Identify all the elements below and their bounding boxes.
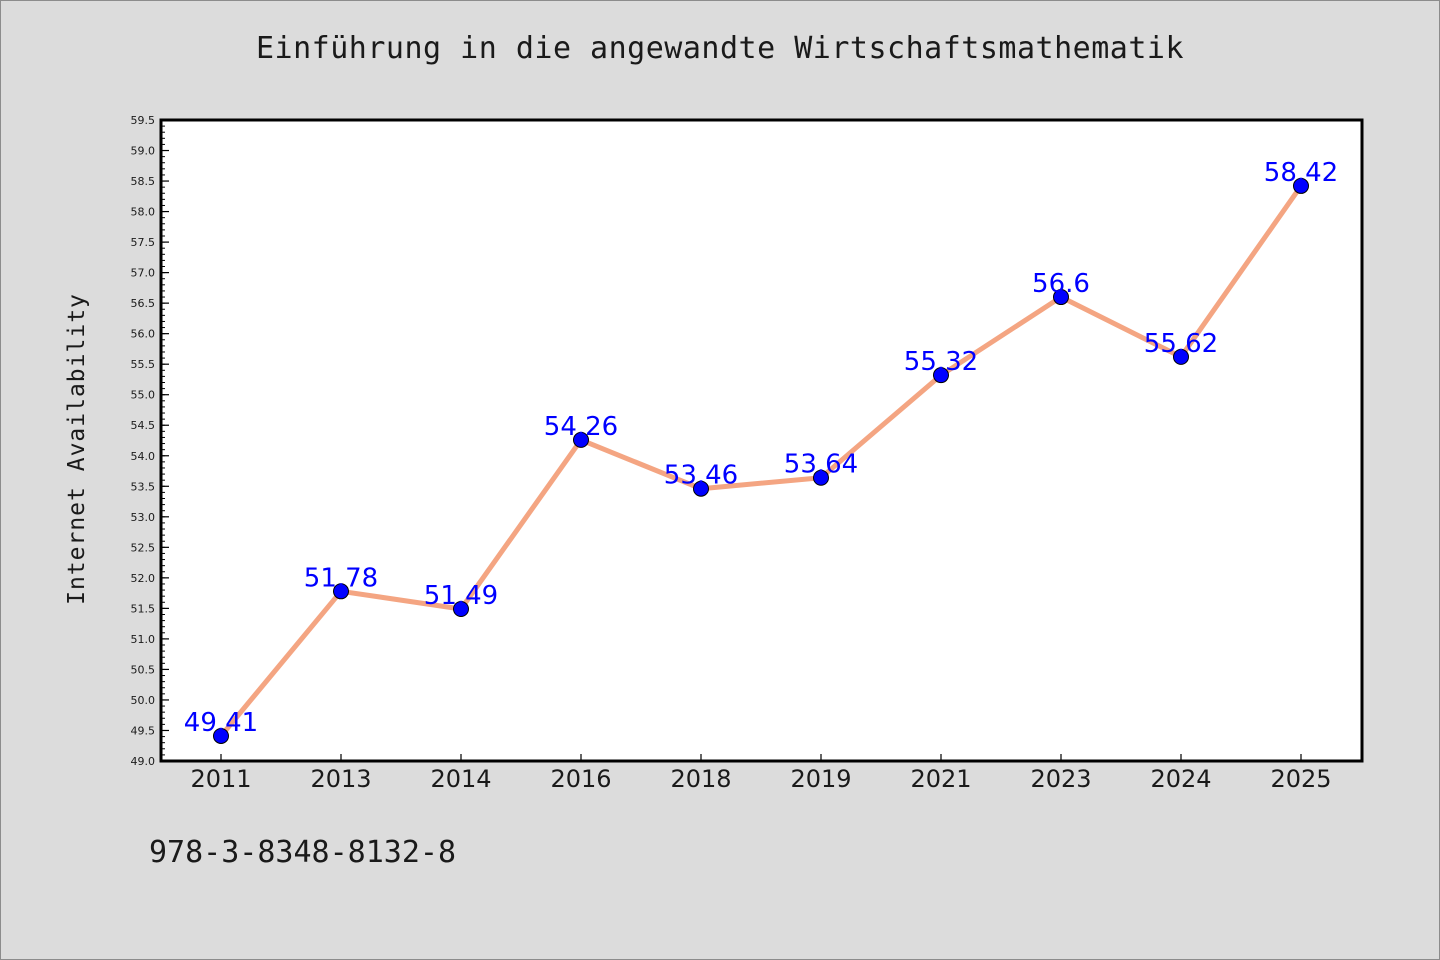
chart-title: Einführung in die angewandte Wirtschafts… [255,31,1185,66]
y-tick-label: 57.5 [131,236,156,249]
y-tick-label: 49.0 [131,755,156,768]
data-labels: 49.41 51.78 51.49 54.26 53.46 53.64 55.32 56.6 5… [184,158,1338,738]
data-label: 55.32 [904,347,978,377]
y-tick-label: 54.5 [131,419,156,432]
data-label: 51.78 [304,563,378,593]
y-tick-label: 52.0 [131,572,156,585]
data-point [333,583,349,600]
x-tick-label: 2025 [1270,765,1331,793]
data-label: 55.62 [1144,329,1218,359]
data-point [573,431,589,448]
y-tick-label: 59.5 [131,114,156,127]
y-tick-label: 54.0 [131,450,156,463]
data-point [1293,177,1309,194]
y-tick-label: 50.0 [131,694,156,707]
y-axis-ticks: 49.0 49.5 50.0 50.5 51.0 51.5 52.0 52.5 53.0 53.5… [131,114,169,768]
y-tick-label: 56.5 [131,297,156,310]
data-label: 56.6 [1032,269,1090,299]
y-tick-label: 57.0 [131,267,156,280]
data-label: 54.26 [544,412,618,442]
y-tick-label: 53.0 [131,511,156,524]
y-tick-label: 58.5 [131,175,156,188]
x-tick-label: 2014 [430,765,491,793]
x-tick-label: 2024 [1150,765,1211,793]
y-tick-label: 51.5 [131,602,156,615]
y-tick-label: 51.0 [131,633,156,646]
isbn-text: 978-3-8348-8132-8 [149,835,457,870]
y-tick-label: 52.5 [131,541,156,554]
y-tick-label: 55.5 [131,358,156,371]
data-point [213,727,229,744]
data-point [693,480,709,497]
y-tick-label: 50.5 [131,663,156,676]
data-label: 53.64 [784,450,858,480]
x-axis-ticks: 2011 2013 2014 2016 2018 2019 2021 2023 2024 2025 [190,754,1332,793]
x-tick-label: 2011 [190,765,251,793]
y-tick-label: 58.0 [131,206,156,219]
data-point [453,600,469,617]
x-tick-label: 2016 [550,765,611,793]
data-point [1053,289,1069,306]
data-point [1173,348,1189,365]
series-layer [213,177,1309,744]
y-tick-label: 49.5 [131,724,156,737]
y-tick-label: 55.0 [131,389,156,402]
x-tick-label: 2023 [1030,765,1091,793]
x-tick-label: 2019 [790,765,851,793]
data-point [813,469,829,486]
data-label: 53.46 [664,461,738,491]
y-tick-label: 53.5 [131,480,156,493]
data-label: 58.42 [1264,158,1338,188]
data-label: 49.41 [184,708,258,738]
data-point [933,367,949,384]
plot-area [159,118,1364,763]
series-line [219,184,1304,738]
y-tick-label: 59.0 [131,145,156,158]
x-tick-label: 2018 [670,765,731,793]
y-tick-label: 56.0 [131,328,156,341]
data-label: 51.49 [424,581,498,611]
x-tick-label: 2021 [910,765,971,793]
x-tick-label: 2013 [310,765,371,793]
